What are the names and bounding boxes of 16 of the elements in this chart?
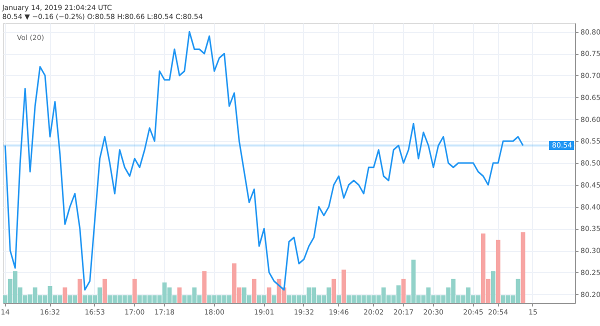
bar <box>102 278 107 303</box>
bar <box>252 278 256 303</box>
bar <box>132 278 137 303</box>
bar <box>272 295 276 303</box>
bar <box>520 232 526 303</box>
bar <box>342 270 346 303</box>
bar <box>266 287 272 303</box>
bar <box>332 278 336 303</box>
bar <box>62 287 68 303</box>
bar <box>496 240 500 303</box>
bar <box>78 278 82 303</box>
bar <box>336 295 341 303</box>
bar <box>202 271 207 303</box>
bar <box>177 287 182 303</box>
bar <box>490 271 496 303</box>
bar <box>401 278 406 303</box>
